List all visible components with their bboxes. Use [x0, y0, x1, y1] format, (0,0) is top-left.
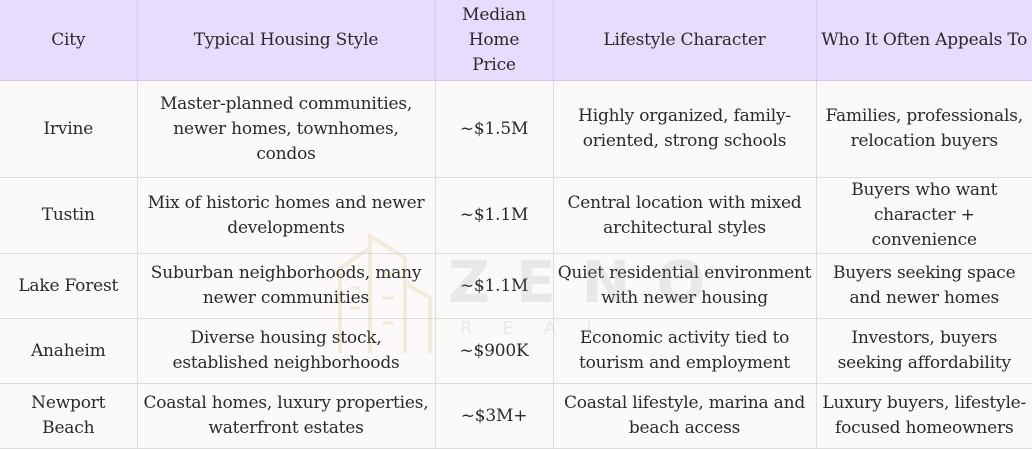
- table-row: Irvine Master-planned communities, newer…: [0, 80, 1032, 178]
- cell-city: Anaheim: [0, 318, 138, 384]
- cell-housing-style: Coastal homes, luxury properties, waterf…: [137, 383, 436, 449]
- cell-lifestyle: Coastal lifestyle, marina and beach acce…: [553, 383, 817, 449]
- cell-appeals-to: Families, professionals, relocation buye…: [816, 80, 1032, 178]
- table-row: Newport Beach Coastal homes, luxury prop…: [0, 383, 1032, 449]
- cell-median-price: ~$3M+: [435, 383, 554, 449]
- cell-housing-style: Diverse housing stock, established neigh…: [137, 318, 436, 384]
- cell-appeals-to: Buyers seeking space and newer homes: [816, 253, 1032, 319]
- cell-city: Tustin: [0, 177, 138, 254]
- cell-city: Lake Forest: [0, 253, 138, 319]
- cell-housing-style: Mix of historic homes and newer developm…: [137, 177, 436, 254]
- cell-city: Newport Beach: [0, 383, 138, 449]
- cell-housing-style: Suburban neighborhoods, many newer commu…: [137, 253, 436, 319]
- header-appeals-to: Who It Often Appeals To: [816, 0, 1032, 81]
- cell-city: Irvine: [0, 80, 138, 178]
- cell-median-price: ~$1.1M: [435, 177, 554, 254]
- table-row: Anaheim Diverse housing stock, establish…: [0, 318, 1032, 384]
- header-median-price: Median Home Price: [435, 0, 554, 81]
- cell-median-price: ~$900K: [435, 318, 554, 384]
- table-row: Lake Forest Suburban neighborhoods, many…: [0, 253, 1032, 319]
- cell-lifestyle: Central location with mixed architectura…: [553, 177, 817, 254]
- cell-appeals-to: Investors, buyers seeking affordability: [816, 318, 1032, 384]
- cell-median-price: ~$1.5M: [435, 80, 554, 178]
- header-city: City: [0, 0, 138, 81]
- header-housing-style: Typical Housing Style: [137, 0, 436, 81]
- cell-lifestyle: Highly organized, family-oriented, stron…: [553, 80, 817, 178]
- table-row: Tustin Mix of historic homes and newer d…: [0, 177, 1032, 254]
- cell-appeals-to: Luxury buyers, lifestyle-focused homeown…: [816, 383, 1032, 449]
- header-row: City Typical Housing Style Median Home P…: [0, 0, 1032, 81]
- cell-lifestyle: Quiet residential environment with newer…: [553, 253, 817, 319]
- header-lifestyle: Lifestyle Character: [553, 0, 817, 81]
- cell-median-price: ~$1.1M: [435, 253, 554, 319]
- cell-housing-style: Master-planned communities, newer homes,…: [137, 80, 436, 178]
- cell-appeals-to: Buyers who want character + convenience: [816, 177, 1032, 254]
- cell-lifestyle: Economic activity tied to tourism and em…: [553, 318, 817, 384]
- header-median-price-label: Median Home Price: [462, 4, 526, 75]
